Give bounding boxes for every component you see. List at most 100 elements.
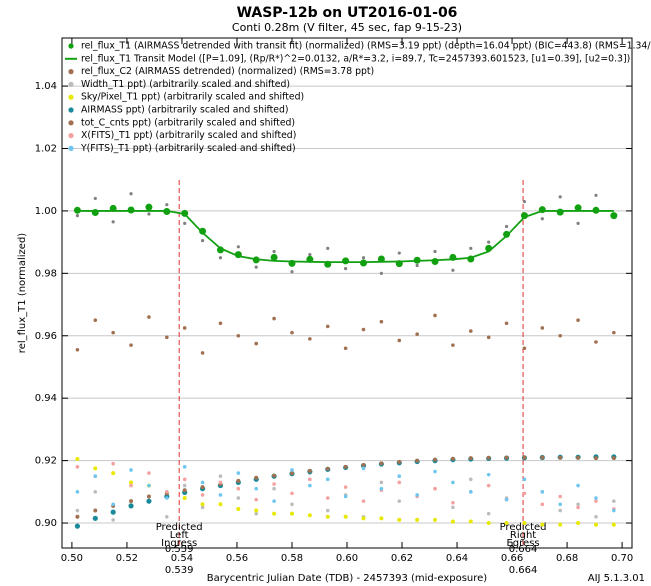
data-point: [75, 457, 80, 462]
data-point: [218, 474, 223, 479]
data-point: [576, 318, 580, 322]
data-point: [308, 483, 312, 488]
data-point: [182, 477, 187, 482]
data-point: [558, 522, 563, 527]
data-point: [468, 490, 473, 494]
x-tick-label: 0.66: [501, 553, 523, 564]
x-tick-label: 0.60: [336, 553, 358, 564]
data-point: [593, 522, 598, 527]
data-point: [343, 464, 348, 469]
data-point: [129, 192, 133, 196]
data-point: [540, 326, 545, 330]
data-point: [182, 483, 187, 488]
data-point: [93, 466, 98, 471]
y-tick-label: 0.94: [35, 393, 57, 404]
data-point: [236, 496, 241, 500]
data-point: [325, 477, 330, 482]
data-point: [451, 268, 455, 272]
data-point: [199, 227, 207, 235]
y-axis-label: rel_flux_T1 (normalized): [17, 233, 28, 353]
data-point: [540, 217, 544, 221]
data-point: [236, 478, 241, 483]
data-point: [111, 461, 115, 466]
data-point: [504, 455, 509, 460]
chart-title: WASP-12b on UT2016-01-06: [237, 5, 458, 21]
data-point: [145, 203, 153, 211]
data-point: [200, 505, 205, 510]
data-point: [75, 508, 80, 513]
data-point: [468, 519, 473, 524]
data-point: [594, 193, 598, 197]
data-point: [147, 483, 151, 488]
data-point: [272, 486, 276, 491]
data-point: [325, 324, 330, 329]
data-point: [431, 257, 439, 265]
data-point: [290, 330, 294, 335]
legend-label: rel_flux_T1 Transit Model ([P=1.09], (Rp…: [81, 53, 630, 64]
data-point: [325, 466, 330, 471]
data-point: [415, 458, 420, 463]
data-point: [307, 468, 312, 473]
data-point: [468, 477, 473, 482]
data-point: [504, 321, 509, 326]
data-point: [307, 513, 312, 518]
data-point: [433, 249, 437, 254]
legend-label: Sky/Pixel_T1 ppt) (arbitrarily scaled an…: [81, 92, 304, 103]
legend-swatch: [68, 81, 74, 87]
legend-label: Y(FITS)_T1 ppt) (arbitrarily scaled and …: [80, 143, 296, 154]
marker-label: Predicted: [500, 522, 547, 533]
data-point: [361, 499, 366, 503]
data-point: [290, 502, 294, 507]
data-point: [165, 496, 169, 500]
data-point: [379, 271, 383, 275]
data-point: [254, 497, 259, 502]
data-point: [254, 341, 259, 346]
data-point: [272, 473, 277, 478]
plot-frame: [61, 37, 633, 549]
data-point: [576, 505, 580, 510]
data-point: [433, 313, 437, 318]
data-point: [290, 491, 294, 496]
data-point: [218, 502, 223, 507]
data-point: [218, 493, 223, 497]
data-point: [111, 518, 115, 522]
data-point: [236, 506, 241, 511]
data-point: [576, 502, 580, 507]
data-point: [558, 455, 563, 460]
data-point: [433, 517, 438, 522]
data-point: [486, 521, 491, 526]
data-point: [111, 471, 116, 476]
data-point: [361, 327, 366, 332]
data-point: [522, 477, 527, 482]
data-point: [75, 465, 80, 469]
data-point: [111, 220, 115, 224]
x-tick-label: 0.64: [446, 553, 468, 564]
data-point: [522, 521, 527, 526]
data-point: [415, 332, 419, 336]
legend-label: rel_flux_T1 (AIRMASS detrended with tran…: [81, 41, 651, 52]
data-point: [127, 206, 135, 214]
data-point: [558, 502, 562, 507]
data-point: [593, 456, 598, 461]
y-tick-label: 0.90: [35, 518, 57, 529]
data-point: [379, 480, 384, 485]
data-point: [576, 521, 581, 526]
data-point: [415, 493, 419, 497]
data-point: [254, 486, 259, 491]
y-tick-label: 1.04: [35, 81, 57, 92]
x-tick-label: 0.70: [611, 553, 633, 564]
data-point: [165, 203, 169, 207]
x-axis-label: Barycentric Julian Date (TDB) - 2457393 …: [207, 573, 488, 584]
data-point: [200, 493, 205, 497]
data-point: [503, 230, 511, 238]
data-point: [433, 486, 437, 491]
data-point: [576, 455, 581, 460]
data-point: [397, 474, 402, 479]
legend-label: Width_T1 ppt) (arbitrarily scaled and sh…: [81, 79, 290, 90]
marker-label: Ingress: [161, 538, 197, 549]
data-point: [344, 267, 348, 271]
data-point: [612, 330, 616, 335]
legend-label: tot_C_cnts ppt) (arbitrarily scaled and …: [81, 117, 295, 128]
data-point: [182, 465, 187, 469]
